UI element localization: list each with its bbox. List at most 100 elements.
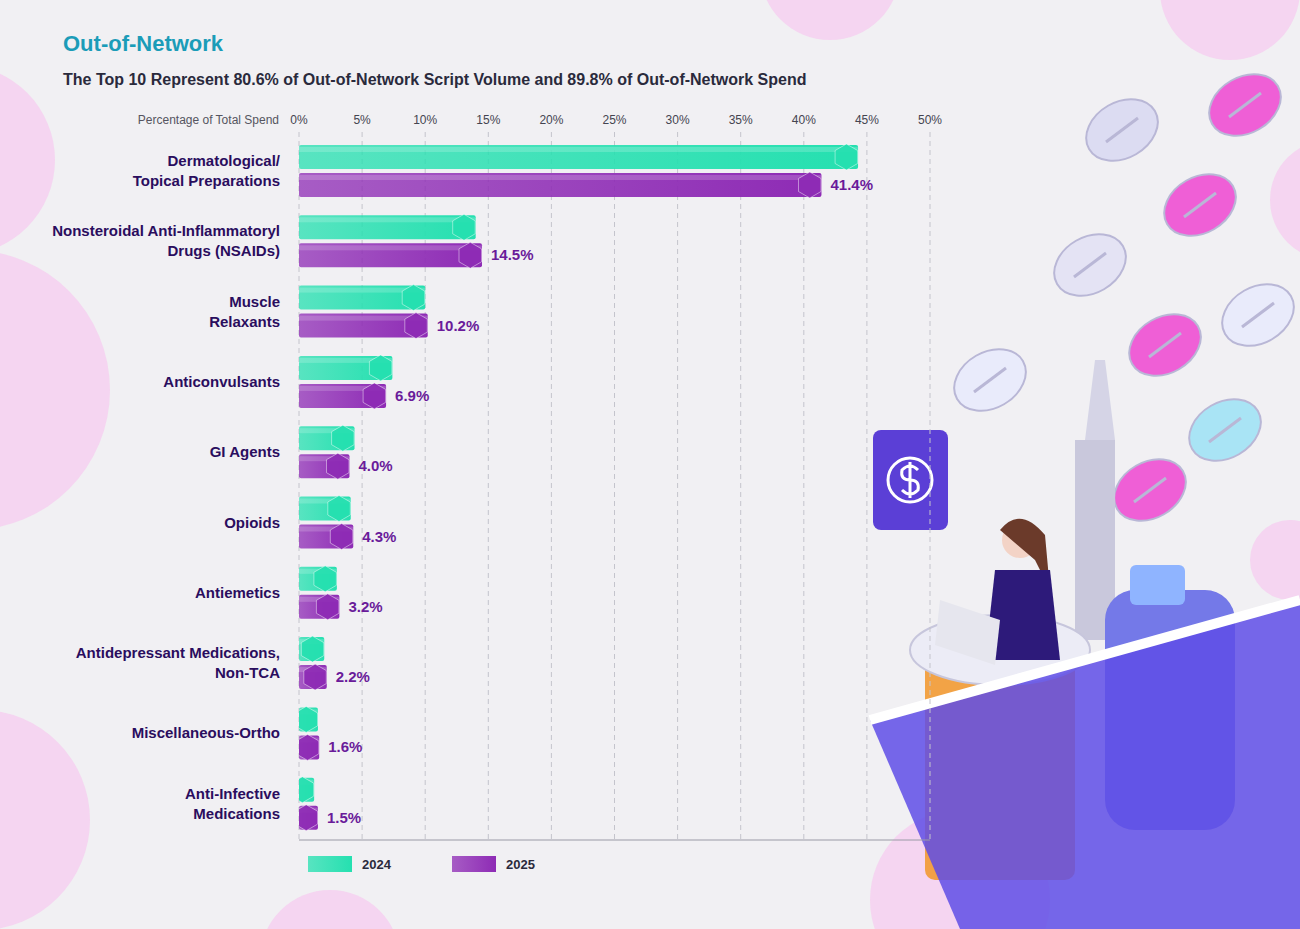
legend-label: 2025 (506, 857, 535, 872)
cap (1130, 565, 1185, 605)
tick-label: 10% (413, 113, 437, 127)
pill-line (974, 368, 1006, 392)
category-label: GI Agents (210, 443, 280, 460)
decoration (0, 0, 1300, 929)
bar-cap (835, 144, 858, 170)
category-label: Antidepressant Medications, Non-TCA (76, 644, 280, 681)
data-label: 3.2% (348, 598, 382, 615)
basket (870, 600, 1300, 929)
bar (299, 356, 392, 380)
bar-cap (328, 496, 351, 522)
legend-swatch (308, 856, 352, 872)
grid-line (488, 132, 489, 840)
category-label: Anti-InfectiveMedications (185, 785, 280, 822)
pill (1153, 162, 1247, 248)
bar-cap (304, 664, 327, 690)
basket-rim (870, 600, 1300, 720)
grid-line (930, 132, 931, 840)
blob (260, 890, 400, 929)
bar (299, 215, 476, 239)
blob (0, 250, 110, 530)
bar-cap (459, 242, 482, 268)
pill (1178, 387, 1272, 473)
bar (299, 665, 327, 689)
legend: 2024 2025 (308, 856, 535, 872)
bar-cap (402, 285, 425, 311)
grid (299, 132, 930, 840)
category-line: Non-TCA (215, 664, 280, 681)
data-label: 41.4% (830, 176, 873, 193)
data-label: 1.5% (327, 809, 361, 826)
category-label: Nonsteroidal Anti-InflammatorylDrugs (NS… (52, 222, 280, 259)
blob (0, 710, 90, 929)
category-label: Antiemetics (195, 584, 280, 601)
bar-cap (299, 777, 314, 803)
category-label: Anticonvulsants (163, 373, 280, 390)
bar (299, 173, 821, 197)
data-label: 4.0% (358, 457, 392, 474)
grid-line (677, 132, 678, 840)
tick-label: 45% (855, 113, 879, 127)
data-label: 10.2% (437, 317, 480, 334)
data-label: 2.2% (336, 668, 370, 685)
bar (299, 497, 351, 521)
grid-line (551, 132, 552, 840)
dollar-box (873, 430, 948, 530)
title: Out-of-Network (63, 31, 224, 56)
bar (299, 525, 353, 549)
blob (0, 65, 55, 255)
grid-line (614, 132, 615, 840)
pill-line (1209, 418, 1241, 442)
category-label: MuscleRelaxants (209, 293, 280, 330)
data-label: 4.3% (362, 528, 396, 545)
category-label: Dermatological/Topical Preparations (133, 152, 281, 189)
tick-label: 20% (539, 113, 563, 127)
pill-line (1074, 253, 1106, 277)
category-line: Relaxants (209, 313, 280, 330)
bar-highlight (299, 217, 476, 222)
category-line: Miscellaneous-Ortho (132, 724, 280, 741)
bar (299, 454, 349, 478)
bar-cap (405, 313, 428, 339)
tick-label: 40% (792, 113, 816, 127)
dollar-circle (888, 458, 932, 502)
bar (299, 637, 324, 661)
axis-line (299, 840, 930, 841)
category-line: Opioids (224, 514, 280, 531)
bar-cap (301, 636, 324, 662)
bar-highlight (299, 175, 821, 180)
pill (1103, 447, 1197, 533)
category-line: Anti-Infective (185, 785, 280, 802)
laptop (935, 600, 1000, 665)
pill-line (1242, 303, 1274, 327)
category-line: Antidepressant Medications, (76, 644, 280, 661)
bar (299, 426, 355, 450)
bar (299, 243, 482, 267)
bar-highlight (299, 245, 482, 250)
bar (299, 314, 428, 338)
dollar-sign (902, 462, 919, 498)
bar-cap (330, 524, 353, 550)
bar-cap (453, 214, 476, 240)
bar-cap (314, 566, 337, 592)
pill-line (1134, 478, 1166, 502)
pill (943, 337, 1037, 423)
blob (1160, 0, 1300, 60)
pill-line (1229, 93, 1261, 117)
legend-label: 2024 (362, 857, 392, 872)
bars (299, 144, 858, 831)
data-label: 6.9% (395, 387, 429, 404)
grid-line (803, 132, 804, 840)
bar (299, 384, 386, 408)
pill (1198, 62, 1292, 148)
tick-label: 35% (729, 113, 753, 127)
pill-line (1149, 333, 1181, 357)
legend-swatch (452, 856, 496, 872)
grid-line (866, 132, 867, 840)
grid-line (740, 132, 741, 840)
category-label: Miscellaneous-Ortho (132, 724, 280, 741)
pill (1043, 222, 1137, 308)
bar (299, 145, 858, 169)
tick-label: 30% (666, 113, 690, 127)
bar-cap (799, 172, 822, 198)
